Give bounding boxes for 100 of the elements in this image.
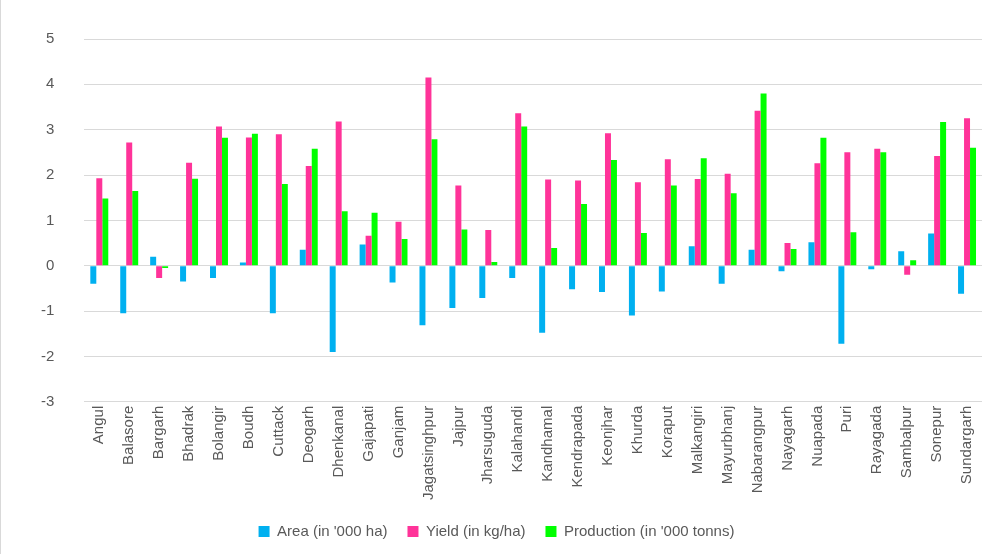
y-tick-label: 5 <box>45 29 55 47</box>
bar <box>934 155 941 266</box>
x-tick-label: Kandhamal <box>538 405 556 482</box>
bar <box>610 160 617 266</box>
bar <box>808 242 815 266</box>
bar <box>186 162 193 266</box>
bar <box>838 266 845 344</box>
bar <box>431 139 438 266</box>
x-tick-label: Sonepur <box>927 405 945 463</box>
x-tick-label: Balasore <box>119 405 137 465</box>
bar <box>150 256 157 266</box>
bar <box>581 204 588 266</box>
bar <box>395 221 402 266</box>
bar <box>790 248 797 266</box>
bar <box>299 249 306 266</box>
x-tick-label: Bolangir <box>209 405 227 461</box>
bar <box>491 262 498 266</box>
y-tick-label: -1 <box>40 301 55 319</box>
x-tick-label: Sundargarh <box>957 405 975 485</box>
bar <box>341 211 348 266</box>
bar <box>102 198 109 266</box>
bar <box>269 266 276 314</box>
bar <box>281 184 288 266</box>
bar <box>126 142 133 266</box>
bar <box>216 126 222 266</box>
bar <box>730 193 737 266</box>
bar <box>910 260 917 266</box>
x-tick-label: Nayagarh <box>777 405 795 471</box>
x-tick-label: Deogarh <box>298 405 316 464</box>
x-tick-label: Bargarh <box>149 405 167 460</box>
legend-label: Area (in '000 ha) <box>277 521 388 539</box>
bar <box>461 229 468 266</box>
x-tick-label: Jagatsinghpur <box>418 405 436 500</box>
bar <box>670 185 677 266</box>
bar <box>874 148 881 266</box>
bar <box>940 121 947 266</box>
bar <box>132 190 139 266</box>
legend-label: Production (in '000 tonns) <box>563 521 735 539</box>
bar <box>898 251 905 266</box>
bar <box>455 185 462 266</box>
bar <box>880 152 887 266</box>
legend-label: Yield (in kg/ha) <box>425 521 526 539</box>
bar <box>359 244 366 266</box>
y-tick-label: 3 <box>45 119 55 137</box>
x-tick-label: Keonjhar <box>598 405 616 466</box>
bar <box>545 179 552 266</box>
bar <box>844 152 851 266</box>
y-tick-label: 0 <box>45 255 55 273</box>
bar <box>425 77 432 266</box>
bar <box>156 266 163 278</box>
bar <box>311 148 318 266</box>
bar <box>814 163 821 266</box>
bar <box>724 173 731 266</box>
bar <box>640 233 647 266</box>
bar <box>868 266 875 270</box>
x-tick-label: Kalahandi <box>508 405 526 473</box>
y-tick-label: -3 <box>40 391 55 409</box>
bar <box>221 137 228 266</box>
bar <box>515 113 522 266</box>
x-tick-label: Koraput <box>657 404 675 459</box>
bar <box>275 134 282 266</box>
bar <box>634 182 641 266</box>
bar <box>485 229 492 266</box>
bar <box>958 266 965 294</box>
bar <box>90 266 97 284</box>
x-tick-label: Nabarangpur <box>747 405 765 494</box>
bar <box>599 266 605 293</box>
bar <box>820 137 827 266</box>
y-tick-label: 2 <box>45 165 55 183</box>
x-tick-label: Kendrapada <box>568 405 586 488</box>
bar <box>748 249 755 266</box>
bar <box>970 147 977 266</box>
bar <box>658 266 665 292</box>
bar <box>192 178 199 266</box>
bar <box>329 266 336 352</box>
x-tick-label: Nuapada <box>807 405 825 467</box>
x-tick-label: Rayagada <box>867 405 885 475</box>
bar <box>365 235 372 266</box>
bar <box>419 266 426 326</box>
bar <box>754 110 761 266</box>
x-tick-label: Boudh <box>239 405 257 450</box>
bar <box>96 178 103 266</box>
bar <box>371 212 378 266</box>
x-tick-label: Jharsuguda <box>478 405 496 485</box>
bar <box>521 126 528 266</box>
bar <box>569 266 576 290</box>
bar <box>389 266 396 283</box>
bar <box>539 266 546 333</box>
bar <box>509 266 516 278</box>
bar <box>245 137 252 266</box>
x-tick-label: Cuttack <box>268 405 286 457</box>
bar <box>575 180 582 266</box>
bar <box>251 133 258 266</box>
x-tick-label: Ganjam <box>388 405 406 459</box>
bar <box>964 118 971 266</box>
bar <box>120 266 127 314</box>
bar <box>210 266 216 278</box>
bar <box>718 266 725 284</box>
x-tick-label: Mayurbhanj <box>717 405 735 485</box>
x-tick-label: Dhenkanal <box>328 405 346 478</box>
